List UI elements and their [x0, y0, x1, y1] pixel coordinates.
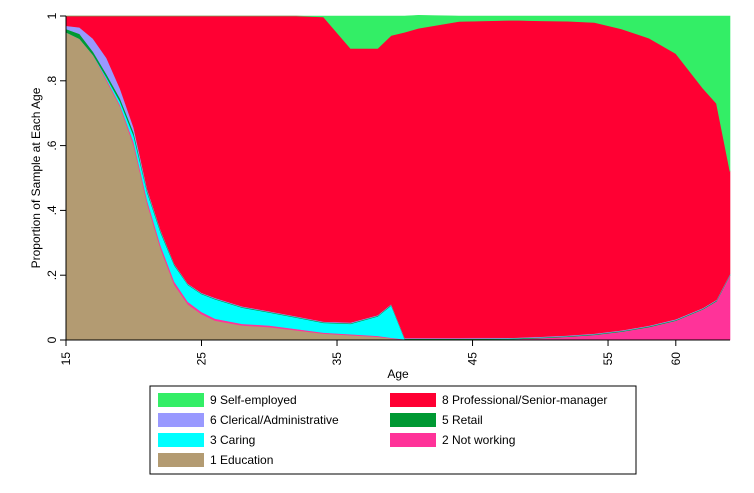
y-tick-label: .6: [45, 140, 59, 150]
x-tick-label: 45: [466, 352, 480, 366]
legend-label-1-education: 1 Education: [210, 453, 273, 467]
y-tick-label: .4: [45, 205, 59, 215]
x-tick-label: 35: [330, 352, 344, 366]
legend-label-2-not-working: 2 Not working: [442, 433, 515, 447]
area-9-self-employed: [66, 15, 731, 172]
y-tick-label: 0: [45, 336, 59, 343]
legend-label-9-self-employed: 9 Self-employed: [210, 393, 297, 407]
y-axis-ticks: 0 .2 .4 .6 .8 1: [45, 12, 66, 343]
x-tick-label: 55: [601, 352, 615, 366]
legend-swatch-5-retail: [390, 413, 436, 427]
chart-axes: 15 25 35 45 55 60 0 .2 .4 .6 .8 1: [45, 12, 730, 365]
x-tick-label: 25: [195, 352, 209, 366]
x-axis-title: Age: [387, 367, 409, 381]
x-axis-ticks: 15 25 35 45 55 60: [59, 340, 683, 365]
legend-swatch-1-education: [158, 453, 204, 467]
x-tick-label: 15: [59, 352, 73, 366]
legend-swatch-8-professional-senior-manager: [390, 393, 436, 407]
legend-swatch-3-caring: [158, 433, 204, 447]
y-axis-title: Proportion of Sample at Each Age: [29, 87, 43, 268]
legend-label-3-caring: 3 Caring: [210, 433, 255, 447]
legend-swatch-9-self-employed: [158, 393, 204, 407]
legend-label-5-retail: 5 Retail: [442, 413, 483, 427]
legend-label-8-professional-senior-manager: 8 Professional/Senior-manager: [442, 393, 607, 407]
legend-label-6-clerical-administrative: 6 Clerical/Administrative: [210, 413, 339, 427]
x-tick-label: 60: [669, 352, 683, 366]
y-tick-label: .8: [45, 75, 59, 85]
y-tick-label: 1: [45, 12, 59, 19]
chart-areas: [65, 15, 731, 341]
legend-swatch-6-clerical-administrative: [158, 413, 204, 427]
y-tick-label: .2: [45, 270, 59, 280]
legend: 9 Self-employed 8 Professional/Senior-man…: [149, 385, 637, 475]
legend-swatch-2-not-working: [390, 433, 436, 447]
